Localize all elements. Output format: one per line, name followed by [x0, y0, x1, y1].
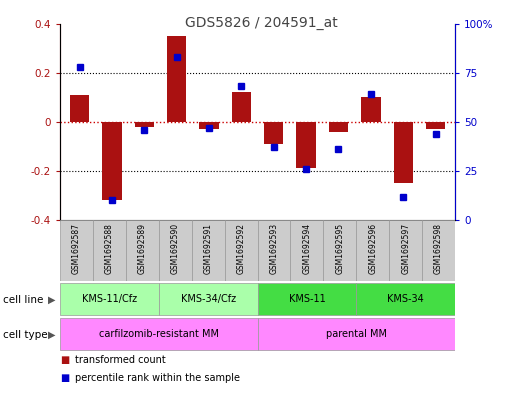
Bar [126, 220, 159, 281]
Bar [290, 220, 323, 281]
Bar [356, 220, 389, 281]
Bar [426, 122, 445, 129]
Text: GDS5826 / 204591_at: GDS5826 / 204591_at [185, 16, 338, 30]
Bar [393, 122, 413, 183]
Text: ■: ■ [60, 354, 70, 365]
Bar [60, 283, 159, 314]
Bar [257, 318, 455, 350]
Bar [323, 220, 356, 281]
Text: GSM1692594: GSM1692594 [302, 223, 311, 274]
Bar [389, 220, 422, 281]
Bar [60, 318, 257, 350]
Text: cell line: cell line [3, 295, 43, 305]
Bar [192, 220, 225, 281]
Text: GSM1692589: GSM1692589 [138, 223, 147, 274]
Bar [70, 95, 89, 122]
Bar [199, 122, 219, 129]
Text: GSM1692592: GSM1692592 [236, 223, 246, 274]
Text: GSM1692598: GSM1692598 [434, 223, 443, 274]
Text: GSM1692597: GSM1692597 [401, 223, 410, 274]
Text: GSM1692595: GSM1692595 [335, 223, 344, 274]
Bar [257, 283, 356, 314]
Text: KMS-11/Cfz: KMS-11/Cfz [82, 294, 137, 304]
Text: ▶: ▶ [48, 330, 55, 340]
Bar [361, 97, 381, 122]
Text: ▶: ▶ [48, 295, 55, 305]
Bar [93, 220, 126, 281]
Text: GSM1692596: GSM1692596 [368, 223, 377, 274]
Bar [159, 220, 192, 281]
Text: KMS-11: KMS-11 [289, 294, 325, 304]
Bar [329, 122, 348, 132]
Bar [167, 36, 186, 122]
Text: parental MM: parental MM [326, 329, 387, 339]
Bar [257, 220, 290, 281]
Text: percentile rank within the sample: percentile rank within the sample [75, 373, 240, 384]
Text: KMS-34: KMS-34 [387, 294, 424, 304]
Text: KMS-34/Cfz: KMS-34/Cfz [180, 294, 236, 304]
Text: cell type: cell type [3, 330, 47, 340]
Bar [264, 122, 283, 144]
Bar [159, 283, 258, 314]
Text: GSM1692587: GSM1692587 [72, 223, 81, 274]
Bar [60, 220, 93, 281]
Text: transformed count: transformed count [75, 354, 166, 365]
Bar [225, 220, 257, 281]
Bar [422, 220, 455, 281]
Bar [297, 122, 316, 169]
Bar [232, 92, 251, 122]
Text: GSM1692591: GSM1692591 [204, 223, 213, 274]
Text: GSM1692590: GSM1692590 [171, 223, 180, 274]
Bar [102, 122, 122, 200]
Bar [356, 283, 455, 314]
Bar [134, 122, 154, 127]
Text: GSM1692593: GSM1692593 [269, 223, 279, 274]
Text: carfilzomib-resistant MM: carfilzomib-resistant MM [99, 329, 219, 339]
Text: ■: ■ [60, 373, 70, 384]
Text: GSM1692588: GSM1692588 [105, 223, 114, 274]
